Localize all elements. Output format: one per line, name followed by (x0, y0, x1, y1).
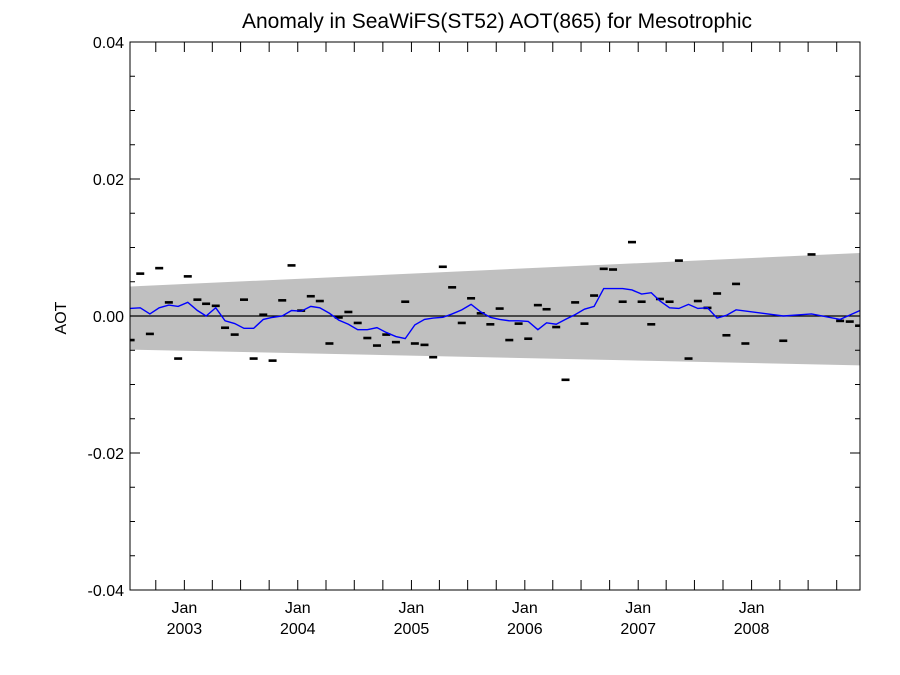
data-point (618, 300, 627, 304)
data-point (287, 264, 296, 267)
data-point (674, 259, 683, 262)
trend-line (130, 287, 860, 340)
data-point (325, 342, 334, 345)
data-point (306, 294, 315, 298)
data-point (353, 321, 362, 325)
data-point (145, 332, 154, 336)
x-axis-ticks: Jan 2003 Jan 2004 Jan 2005 Jan 2006 Jan 2007 Jan 20… (155, 42, 838, 638)
x-tick-label-month: Jan (171, 600, 197, 617)
data-point (495, 307, 504, 310)
data-point (533, 303, 542, 307)
data-point (599, 267, 608, 271)
data-point (779, 339, 788, 343)
data-point (665, 300, 674, 304)
data-point (732, 282, 741, 286)
x-tick-label-year: 2008 (734, 621, 770, 638)
data-point (211, 304, 220, 308)
x-tick-label-month: Jan (625, 600, 651, 617)
data-point (580, 322, 589, 325)
data-point (344, 310, 353, 314)
data-point (693, 299, 702, 303)
data-point (429, 355, 438, 359)
data-point (363, 336, 372, 340)
y-axis-ticks: 0.04 0.02 0.00 -0.02 -0.04 (88, 35, 860, 600)
data-point (278, 299, 287, 302)
data-point (136, 272, 145, 275)
data-point (561, 378, 570, 382)
data-point (183, 275, 192, 278)
data-point (174, 357, 183, 360)
x-tick-label-year: 2007 (620, 621, 656, 638)
data-point (590, 294, 599, 297)
data-point (202, 302, 211, 306)
data-points (130, 240, 860, 382)
x-tick-label-month: Jan (285, 600, 311, 617)
data-point (476, 312, 485, 315)
data-point (722, 333, 731, 337)
data-point (637, 300, 646, 304)
data-point (155, 266, 164, 270)
plot-area (130, 240, 860, 382)
data-point (221, 326, 230, 330)
data-point (193, 298, 202, 301)
data-point (684, 357, 693, 360)
data-point (741, 342, 750, 345)
data-point (130, 338, 135, 342)
x-tick-label-month: Jan (739, 600, 765, 617)
data-point (609, 268, 618, 271)
data-point (249, 357, 258, 360)
data-point (855, 324, 860, 327)
data-point (410, 342, 419, 345)
y-tick-label: -0.04 (88, 583, 125, 600)
data-point (334, 316, 343, 319)
data-point (627, 240, 636, 244)
data-point (448, 286, 457, 289)
data-point (372, 344, 381, 347)
x-tick-label-month: Jan (399, 600, 425, 617)
data-point (164, 301, 173, 304)
y-tick-label: 0.00 (93, 309, 124, 326)
x-tick-label-year: 2005 (394, 621, 430, 638)
data-point (259, 313, 268, 317)
data-point (382, 333, 391, 336)
data-point (420, 343, 429, 347)
data-point (315, 299, 324, 303)
data-point (552, 325, 561, 329)
uncertainty-band (130, 252, 860, 366)
data-point (268, 359, 277, 362)
data-point (807, 253, 816, 256)
data-point (647, 323, 656, 326)
data-point (571, 301, 580, 304)
data-point (505, 338, 514, 342)
x-tick-label-year: 2003 (167, 621, 203, 638)
data-point (391, 340, 400, 344)
x-tick-label-month: Jan (512, 600, 538, 617)
data-point (457, 321, 466, 325)
data-point (524, 337, 533, 341)
data-point (240, 298, 249, 301)
data-point (845, 320, 854, 323)
chart-title: Anomaly in SeaWiFS(ST52) AOT(865) for Me… (242, 10, 752, 33)
data-point (230, 333, 239, 336)
data-point (486, 323, 495, 326)
y-tick-label: 0.04 (93, 35, 124, 52)
data-point (401, 300, 410, 304)
y-tick-label: -0.02 (88, 446, 125, 463)
data-point (836, 319, 845, 323)
data-point (514, 322, 523, 325)
x-tick-label-year: 2004 (280, 621, 316, 638)
data-point (438, 265, 447, 269)
y-tick-label: 0.02 (93, 172, 124, 189)
data-point (713, 292, 722, 295)
y-axis-label: AOT (53, 301, 70, 334)
data-point (655, 297, 664, 301)
data-point (467, 296, 476, 300)
x-tick-label-year: 2006 (507, 621, 543, 638)
data-point (542, 307, 551, 311)
